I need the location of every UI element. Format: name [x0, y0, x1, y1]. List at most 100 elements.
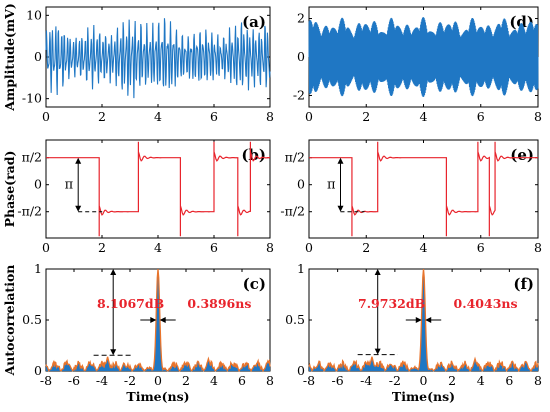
x-tick-label: 0	[420, 373, 428, 388]
x-tick-label: -2	[124, 373, 136, 388]
autocorrelation-edge	[45, 268, 271, 373]
arrow-head-right	[415, 317, 422, 323]
phase-series	[309, 141, 538, 237]
autocorrelation-area	[309, 269, 538, 371]
plot-frame	[45, 139, 271, 239]
x-tick-label: 0	[154, 373, 162, 388]
panel-label: (e)	[510, 146, 534, 164]
x-tick-label: 4	[210, 373, 218, 388]
waveform-series	[45, 18, 271, 99]
peak-width-label: 0.3896ns	[187, 296, 251, 311]
y-tick-label: -10	[22, 91, 42, 106]
x-tick-label: 2	[98, 109, 106, 124]
y-tick-label: 0	[297, 177, 305, 192]
peak-width-label: 0.4043ns	[454, 296, 518, 311]
y-tick-label: 0	[34, 363, 42, 378]
x-tick-label: -4	[360, 373, 372, 388]
x-tick-label: 0	[305, 240, 313, 255]
arrow-head-left	[425, 317, 432, 323]
side-lobe-label: 7.9732dB	[358, 296, 425, 311]
pi-label: π	[65, 178, 74, 193]
arrow-head-down	[374, 348, 381, 355]
panel-label: (a)	[242, 13, 266, 31]
x-tick-label: 8	[534, 240, 542, 255]
y-tick-label: -π/2	[17, 204, 42, 219]
arrow-head-left	[159, 317, 166, 323]
x-tick-label: -4	[96, 373, 108, 388]
y-axis-label: Amplitude(mV)	[2, 3, 17, 111]
x-tick-label: 0	[42, 240, 50, 255]
arrow-head-up	[374, 269, 381, 275]
panel-label: (b)	[241, 146, 266, 164]
arrow-head-up	[110, 269, 117, 275]
panel-c: -8 -6 -4 -2 0 2 4 6 8 1 0.5 0 (c) Autocorrelation Time…	[2, 261, 274, 404]
x-tick-label: -2	[389, 373, 401, 388]
x-tick-label: 6	[477, 240, 485, 255]
x-tick-label: 4	[477, 373, 485, 388]
x-tick-label: 6	[238, 373, 246, 388]
x-axis-label: Time(ns)	[392, 389, 455, 404]
pi-label: π	[327, 178, 336, 193]
x-tick-label: -6	[332, 373, 344, 388]
autocorrelation-area	[46, 269, 270, 371]
y-tick-label: 1	[34, 261, 42, 276]
arrow-head-down	[75, 205, 82, 212]
arrow-head-right	[150, 317, 157, 323]
x-tick-label: 6	[477, 109, 485, 124]
y-tick-label: -2	[293, 87, 305, 102]
x-tick-label: 6	[210, 240, 218, 255]
arrow-head-up	[337, 157, 344, 164]
panel-b: 0 2 4 6 8 π/2 0 -π/2 (b) Phase(rad) π	[2, 139, 274, 255]
side-lobe-label: 8.1067dB	[97, 296, 164, 311]
x-tick-label: 2	[98, 240, 106, 255]
x-tick-label: 2	[182, 373, 190, 388]
y-tick-label: 1	[297, 261, 305, 276]
y-tick-label: 0	[297, 49, 305, 64]
x-tick-label: 4	[420, 109, 428, 124]
x-tick-label: 2	[362, 109, 370, 124]
x-tick-label: -6	[68, 373, 80, 388]
x-tick-label: 8	[266, 373, 274, 388]
phase-series	[46, 141, 271, 237]
x-tick-label: 8	[534, 109, 542, 124]
x-tick-label: 6	[505, 373, 513, 388]
y-tick-label: π/2	[285, 150, 305, 165]
plot-frame	[308, 139, 539, 239]
panel-d: 0 2 4 6 820-2(d)	[293, 6, 542, 124]
arrow-head-up	[75, 157, 82, 164]
waveform-series	[308, 17, 539, 97]
y-tick-label: 0	[297, 363, 305, 378]
arrow-head-down	[110, 349, 117, 356]
x-tick-label: 4	[420, 240, 428, 255]
x-tick-label: -8	[303, 373, 315, 388]
panel-e: 0 2 4 6 8 π/2 0 -π/2 (e) π	[280, 139, 542, 255]
x-tick-label: -8	[40, 373, 52, 388]
y-axis-label: Autocorrelation	[2, 265, 17, 377]
y-tick-label: 0.5	[285, 312, 305, 327]
x-tick-label: 6	[210, 109, 218, 124]
y-tick-label: π/2	[22, 150, 42, 165]
y-tick-label: 10	[26, 7, 42, 22]
panel-label: (c)	[243, 275, 266, 293]
x-tick-label: 0	[42, 109, 50, 124]
x-tick-label: 8	[534, 373, 542, 388]
y-tick-label: -π/2	[280, 204, 305, 219]
x-tick-label: 0	[305, 109, 313, 124]
panel-label: (f)	[513, 275, 534, 293]
y-tick-label: 0	[34, 49, 42, 64]
x-tick-label: 8	[266, 109, 274, 124]
arrow-head-down	[337, 205, 344, 212]
y-tick-label: 0.5	[22, 312, 42, 327]
y-axis-label: Phase(rad)	[2, 151, 17, 228]
x-axis-label: Time(ns)	[126, 389, 189, 404]
autocorrelation-edge	[308, 268, 539, 373]
y-tick-label: 0	[34, 177, 42, 192]
x-tick-label: 8	[266, 240, 274, 255]
panel-f: -8 -6 -4 -2 0 2 4 6 8 1 0.5 0 (f) Time(ns) 7.9732dB 0.4…	[285, 261, 542, 404]
x-tick-label: 2	[448, 373, 456, 388]
y-tick-label: 2	[297, 11, 305, 26]
x-tick-label: 4	[154, 240, 162, 255]
x-tick-label: 2	[362, 240, 370, 255]
